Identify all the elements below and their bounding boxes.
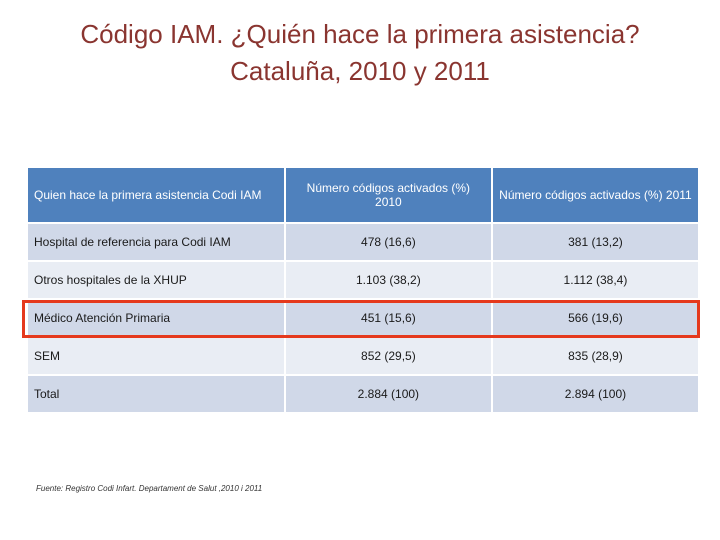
header-2010: Número códigos activados (%) 2010 bbox=[285, 168, 491, 222]
cell-2010: 478 (16,6) bbox=[285, 224, 491, 260]
header-2011: Número códigos activados (%) 2011 bbox=[492, 168, 698, 222]
cell-2011: 835 (28,9) bbox=[492, 338, 698, 374]
data-table: Quien hace la primera asistencia Codi IA… bbox=[26, 166, 700, 414]
cell-2010: 451 (15,6) bbox=[285, 300, 491, 336]
table-row: Hospital de referencia para Codi IAM 478… bbox=[28, 224, 698, 260]
cell-2010: 2.884 (100) bbox=[285, 376, 491, 412]
cell-2011: 566 (19,6) bbox=[492, 300, 698, 336]
table-header-row: Quien hace la primera asistencia Codi IA… bbox=[28, 168, 698, 222]
row-label: SEM bbox=[28, 338, 284, 374]
title-line-1: Código IAM. ¿Quién hace la primera asist… bbox=[80, 19, 640, 49]
table-row-highlighted: Médico Atención Primaria 451 (15,6) 566 … bbox=[28, 300, 698, 336]
row-label: Total bbox=[28, 376, 284, 412]
row-label: Hospital de referencia para Codi IAM bbox=[28, 224, 284, 260]
page-title: Código IAM. ¿Quién hace la primera asist… bbox=[20, 16, 700, 90]
header-first-assist: Quien hace la primera asistencia Codi IA… bbox=[28, 168, 284, 222]
row-label: Médico Atención Primaria bbox=[28, 300, 284, 336]
cell-2011: 1.112 (38,4) bbox=[492, 262, 698, 298]
row-label: Otros hospitales de la XHUP bbox=[28, 262, 284, 298]
cell-2010: 1.103 (38,2) bbox=[285, 262, 491, 298]
source-note: Fuente: Registro Codi Infart. Departamen… bbox=[36, 484, 263, 493]
cell-2011: 381 (13,2) bbox=[492, 224, 698, 260]
cell-2010: 852 (29,5) bbox=[285, 338, 491, 374]
table-row-total: Total 2.884 (100) 2.894 (100) bbox=[28, 376, 698, 412]
cell-2011: 2.894 (100) bbox=[492, 376, 698, 412]
table-row: Otros hospitales de la XHUP 1.103 (38,2)… bbox=[28, 262, 698, 298]
title-line-2: Cataluña, 2010 y 2011 bbox=[230, 56, 490, 86]
table-row: SEM 852 (29,5) 835 (28,9) bbox=[28, 338, 698, 374]
